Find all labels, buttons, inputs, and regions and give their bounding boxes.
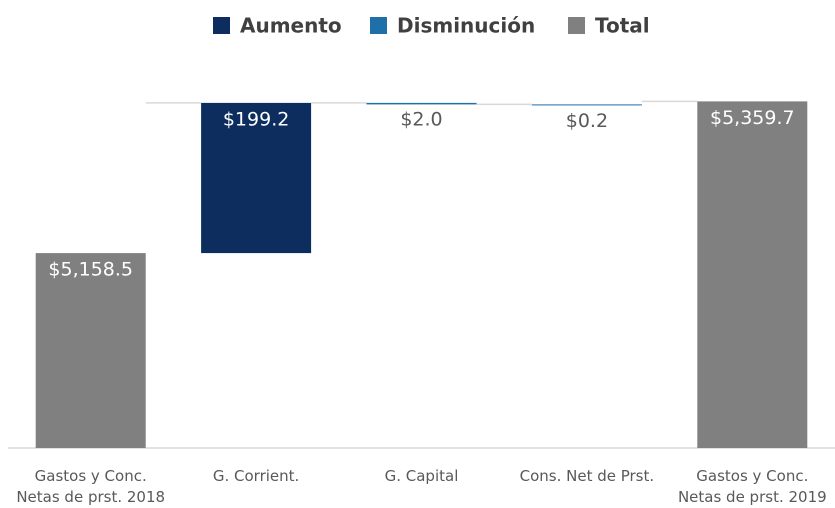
value-label: $2.0 [400,108,442,130]
bar [531,104,642,106]
x-tick-label: Gastos y Conc. Netas de prst. 2019 [677,467,827,506]
legend-label: Disminución [397,14,535,38]
value-label: $5,359.7 [710,107,795,129]
legend-swatch [568,17,585,34]
x-tick-label: Cons. Net de Prst. [519,467,655,485]
legend-label: Total [595,14,650,38]
x-tick-label: Gastos y Conc. Netas de prst. 2018 [16,467,166,506]
legend-label: Aumento [240,14,342,38]
bar [201,102,312,254]
value-label: $0.2 [566,110,608,132]
bar [697,101,808,448]
x-tick-label: G. Corrient. [212,467,300,485]
x-tick-label: G. Capital [384,467,459,485]
bar [366,102,477,105]
legend-swatch [213,17,230,34]
value-label: $199.2 [223,108,289,130]
value-label: $5,158.5 [48,259,133,281]
bar [35,253,146,448]
legend-swatch [370,17,387,34]
